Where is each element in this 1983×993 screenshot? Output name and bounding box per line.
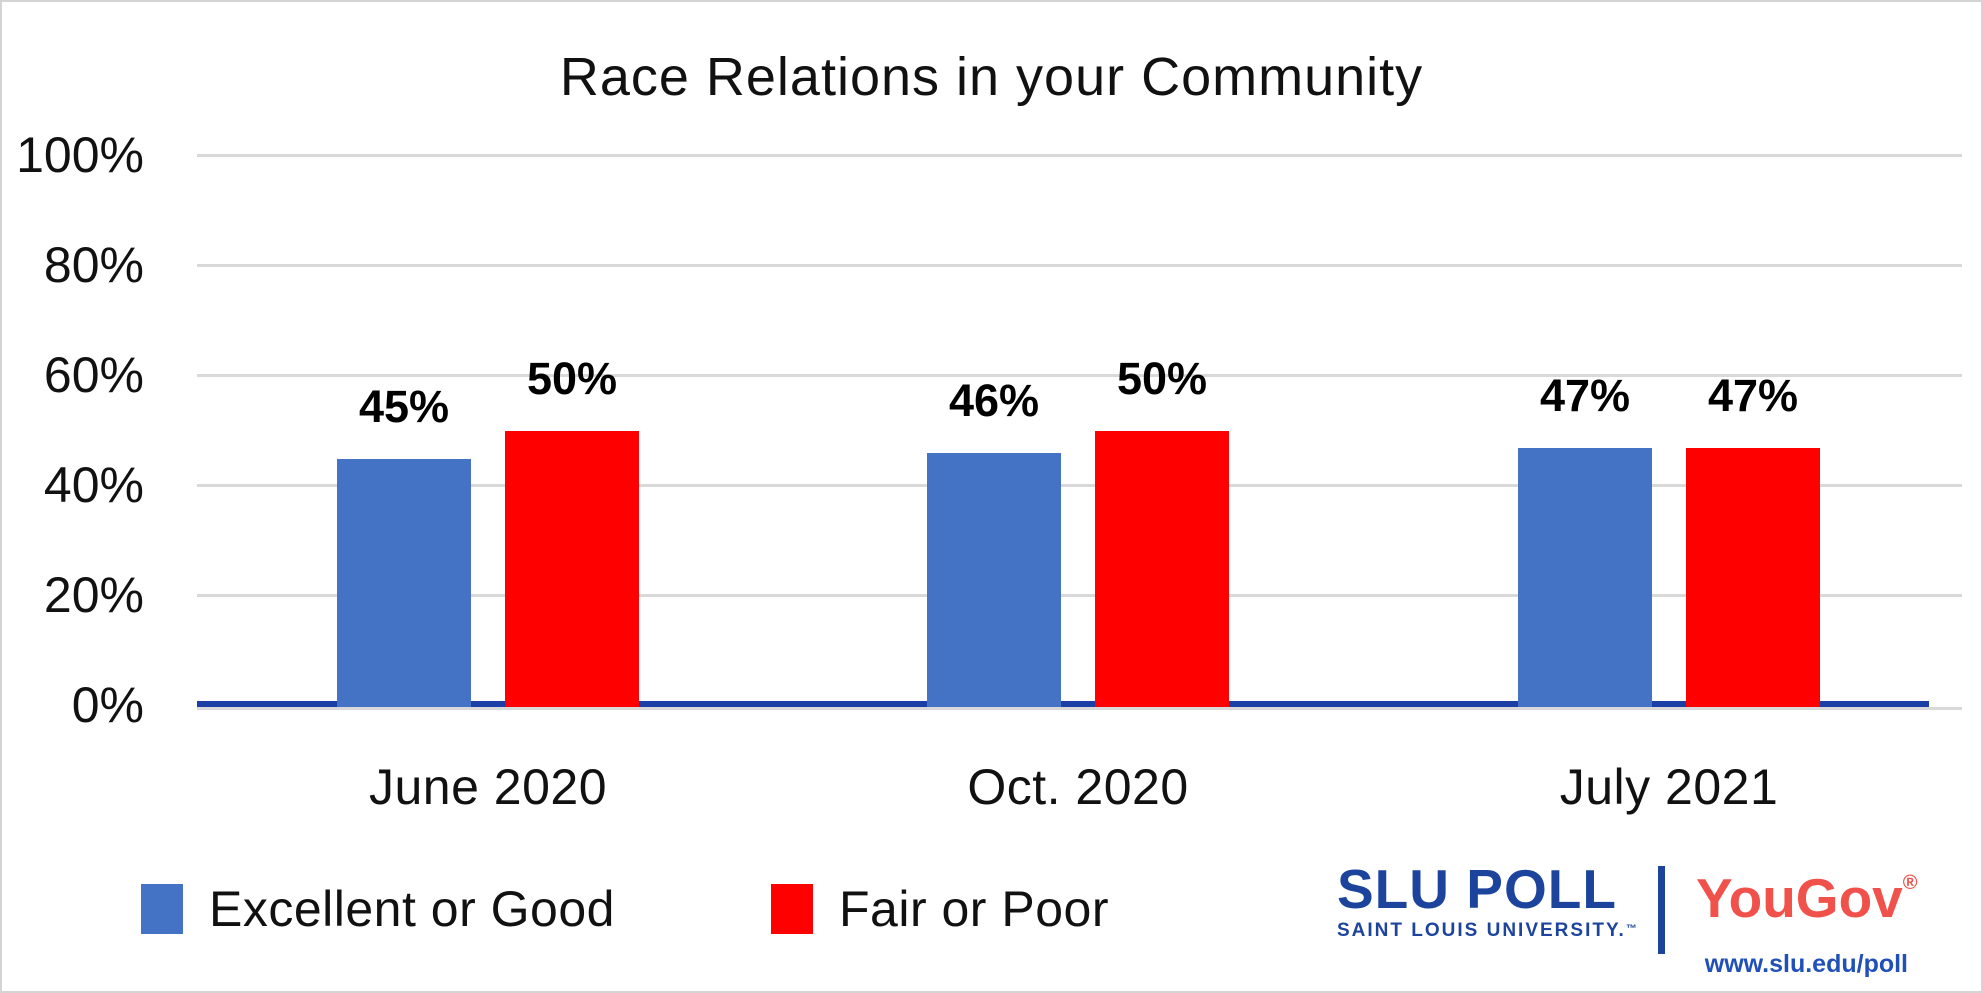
- bar-excellent-good: [1518, 448, 1652, 707]
- bar-excellent-good: [337, 459, 471, 707]
- bar-value-label: 46%: [948, 375, 1040, 426]
- bar-value-label: 47%: [1539, 370, 1631, 421]
- x-axis-line: [197, 701, 1929, 707]
- legend-swatch: [141, 884, 183, 934]
- poll-website-url: www.slu.edu/poll: [1704, 950, 1908, 978]
- y-tick-label: 60%: [43, 347, 144, 403]
- x-category-label: June 2020: [368, 759, 608, 815]
- bar-fair-poor: [505, 431, 639, 707]
- bar-fair-poor: [1686, 448, 1820, 707]
- bar-value-label: 47%: [1707, 370, 1799, 421]
- slu-university-subtext: SAINT LOUIS UNIVERSITY.™: [1337, 920, 1639, 941]
- y-tick-label: 40%: [43, 457, 144, 513]
- legend-label: Fair or Poor: [839, 881, 1109, 937]
- plot-area: 45% 46% 47% 50% 50% 47%: [197, 154, 1962, 710]
- x-category-label: July 2021: [1559, 759, 1779, 815]
- baseline-gridline: [197, 707, 1962, 710]
- bar-value-label: 50%: [526, 353, 618, 404]
- trademark-symbol: ™: [1625, 923, 1639, 935]
- bar-value-label: 50%: [1116, 353, 1208, 404]
- gridline: [197, 594, 1962, 597]
- y-tick-label: 80%: [43, 237, 144, 293]
- bar-fair-poor: [1095, 431, 1229, 707]
- legend-item-fair-poor: Fair or Poor: [771, 880, 1109, 938]
- chart-title: Race Relations in your Community: [559, 47, 1424, 107]
- legend-label: Excellent or Good: [209, 881, 615, 937]
- gridline: [197, 264, 1962, 267]
- y-tick-label: 20%: [43, 567, 144, 623]
- registered-symbol: ®: [1902, 872, 1918, 894]
- x-category-label: Oct. 2020: [967, 759, 1189, 815]
- slu-poll-wordmark: SLU POLL: [1337, 858, 1617, 920]
- logo-divider: [1658, 866, 1665, 954]
- y-tick-label: 100%: [16, 127, 144, 183]
- bar-value-label: 45%: [358, 381, 450, 432]
- legend-item-excellent-good: Excellent or Good: [141, 880, 615, 938]
- yougov-logo: YouGov®: [1696, 867, 1918, 929]
- legend-swatch: [771, 884, 813, 934]
- slu-poll-logo: SLU POLL SAINT LOUIS UNIVERSITY.™: [1337, 860, 1639, 942]
- gridline: [197, 484, 1962, 487]
- gridline: [197, 374, 1962, 377]
- y-tick-label: 0%: [71, 677, 144, 733]
- bar-excellent-good: [927, 453, 1061, 707]
- gridline: [197, 154, 1962, 157]
